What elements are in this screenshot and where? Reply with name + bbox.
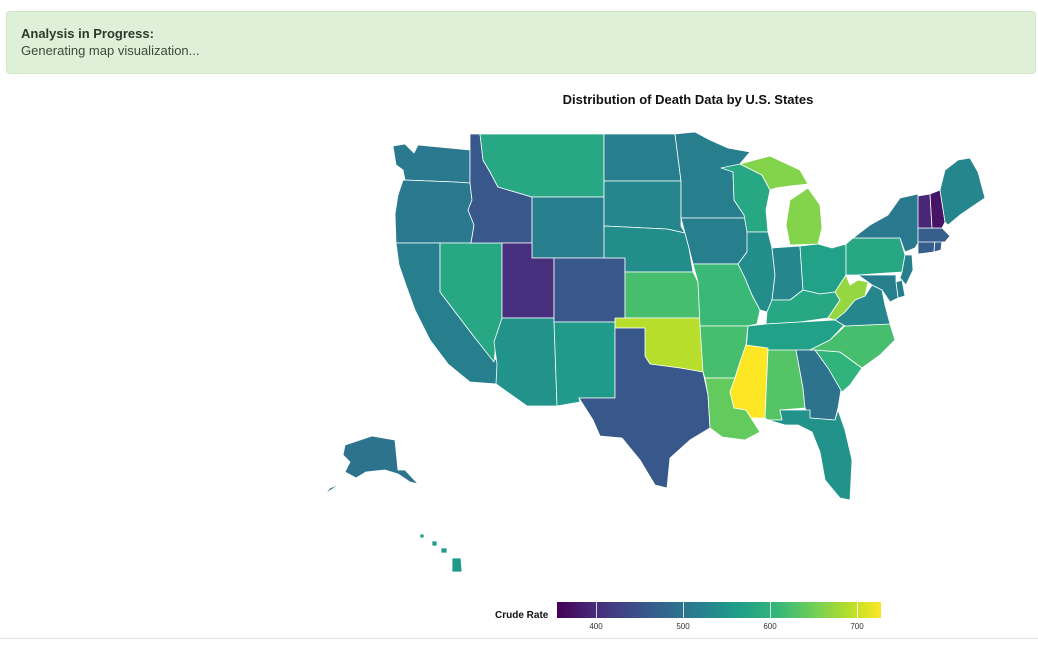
colorbar-tick (683, 602, 684, 618)
state-me (939, 157, 986, 226)
colorbar-tick (596, 602, 597, 618)
state-md (857, 274, 899, 303)
tick-label: 400 (589, 622, 603, 631)
tick-label: 600 (763, 622, 777, 631)
state-wy (531, 196, 605, 259)
status-alert: Analysis in Progress: Generating map vis… (6, 11, 1036, 74)
state-co (553, 257, 626, 323)
state-ks (624, 271, 701, 319)
legend-title: Crude Rate (495, 610, 549, 621)
state-ia (680, 217, 753, 265)
state-nc (809, 323, 896, 369)
state-hi (419, 533, 463, 573)
alert-message: Generating map visualization... (21, 43, 200, 58)
state-wa (392, 143, 471, 184)
state-nj (899, 254, 914, 286)
tick-label: 700 (850, 622, 864, 631)
alert-title: Analysis in Progress: (21, 26, 154, 41)
colorbar-tick (857, 602, 858, 618)
colorbar-tick (770, 602, 771, 618)
state-nd (603, 133, 682, 182)
state-wv (827, 274, 869, 321)
state-nm (553, 321, 616, 407)
state-mt (479, 133, 605, 198)
map-title: Distribution of Death Data by U.S. State… (562, 92, 814, 107)
tick-label: 500 (676, 622, 690, 631)
state-ak (324, 435, 419, 495)
state-il (737, 231, 776, 313)
divider (0, 638, 1038, 639)
state-tx (578, 327, 711, 489)
state-in (771, 245, 804, 301)
state-pa (845, 237, 906, 276)
state-az (493, 317, 558, 407)
state-mi (739, 155, 823, 246)
state-fl (767, 409, 853, 501)
state-or (394, 179, 475, 244)
colorbar (557, 602, 881, 618)
state-sd (603, 180, 686, 234)
state-ma (917, 227, 951, 243)
